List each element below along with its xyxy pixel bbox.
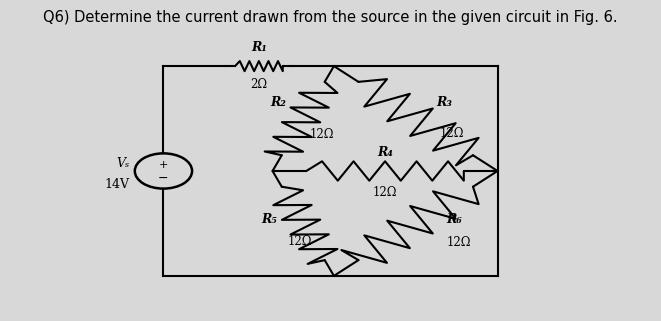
Text: 2Ω: 2Ω [251,78,268,91]
Text: Q6) Determine the current drawn from the source in the given circuit in Fig. 6.: Q6) Determine the current drawn from the… [43,10,618,24]
Text: R₆: R₆ [446,213,462,226]
Text: 14V: 14V [104,178,130,191]
Text: R₁: R₁ [251,41,267,54]
Text: 12Ω: 12Ω [446,236,471,249]
Text: 12Ω: 12Ω [440,127,464,140]
Text: −: − [158,172,169,185]
Text: +: + [159,160,168,170]
Text: R₂: R₂ [270,96,286,109]
Text: R₅: R₅ [262,213,278,226]
Text: Vₛ: Vₛ [116,157,130,170]
Text: 12Ω: 12Ω [288,235,312,248]
Text: 12Ω: 12Ω [373,186,397,199]
Text: 12Ω: 12Ω [310,128,334,141]
Text: R₄: R₄ [377,146,393,159]
Text: R₃: R₃ [436,96,452,109]
